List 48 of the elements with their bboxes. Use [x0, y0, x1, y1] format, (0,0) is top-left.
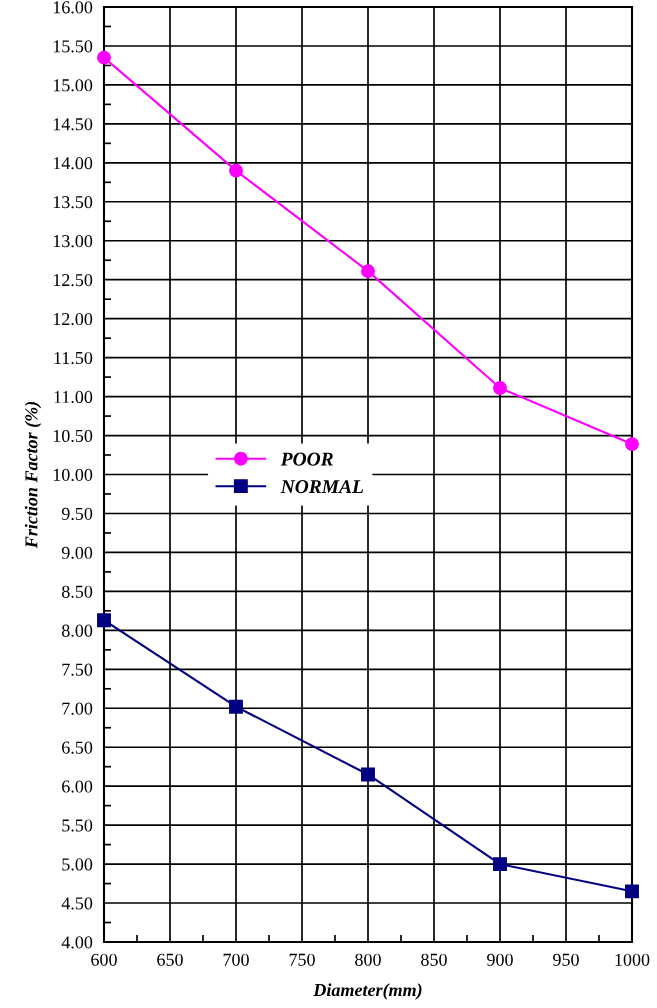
x-tick-label: 600	[91, 953, 117, 966]
y-tick-label: 9.00	[61, 546, 93, 559]
x-tick-label: 950	[553, 953, 579, 966]
y-tick-label: 8.00	[61, 624, 93, 637]
y-tick-label: 13.50	[53, 196, 93, 209]
point	[97, 50, 111, 65]
y-tick-label: 13.00	[53, 235, 93, 248]
x-tick-label: 850	[421, 953, 447, 966]
point	[229, 163, 243, 178]
point	[493, 857, 507, 872]
point	[229, 699, 243, 714]
y-tick-label: 9.50	[61, 507, 93, 520]
x-tick-label: 800	[355, 953, 381, 966]
x-tick-label: 700	[223, 953, 249, 966]
x-tick-label: 900	[487, 953, 513, 966]
x-axis-title: Diameter(mm)	[313, 983, 422, 1000]
y-tick-label: 4.00	[61, 936, 93, 949]
y-axis-title: Friction Factor (%)	[24, 401, 42, 549]
y-tick-label: 10.50	[53, 429, 93, 443]
point	[361, 264, 375, 279]
y-tick-label: 15.50	[53, 40, 93, 53]
x-tick-label: 1000	[615, 953, 650, 966]
x-tick-label: 650	[157, 953, 183, 966]
y-tick-label: 12.50	[53, 273, 93, 287]
y-tick-label: 11.00	[54, 390, 93, 404]
y-tick-label: 8.50	[61, 585, 93, 598]
y-tick-label: 12.00	[53, 312, 93, 326]
y-tick-label: 14.50	[53, 118, 93, 131]
x-tick-label: 750	[289, 953, 315, 966]
y-tick-label: 5.50	[62, 819, 93, 832]
y-tick-label: 6.50	[62, 741, 93, 754]
y-tick-label: 5.00	[62, 858, 93, 871]
y-tick-label: 7.00	[62, 702, 93, 715]
point	[97, 613, 111, 628]
legend-label: NORMAL	[280, 480, 364, 494]
point	[361, 767, 375, 782]
point	[493, 381, 507, 395]
y-tick-label: 10.00	[53, 468, 93, 482]
y-tick-label: 15.00	[53, 79, 93, 92]
y-tick-label: 6.00	[62, 780, 93, 793]
point	[625, 437, 639, 452]
y-tick-label: 14.00	[53, 157, 93, 170]
point	[625, 884, 639, 899]
legend-label: POOR	[280, 452, 333, 466]
y-tick-label: 7.50	[62, 663, 93, 676]
y-tick-label: 16.00	[53, 1, 93, 14]
y-tick-label: 11.50	[54, 351, 93, 365]
y-tick-label: 4.50	[61, 897, 93, 910]
